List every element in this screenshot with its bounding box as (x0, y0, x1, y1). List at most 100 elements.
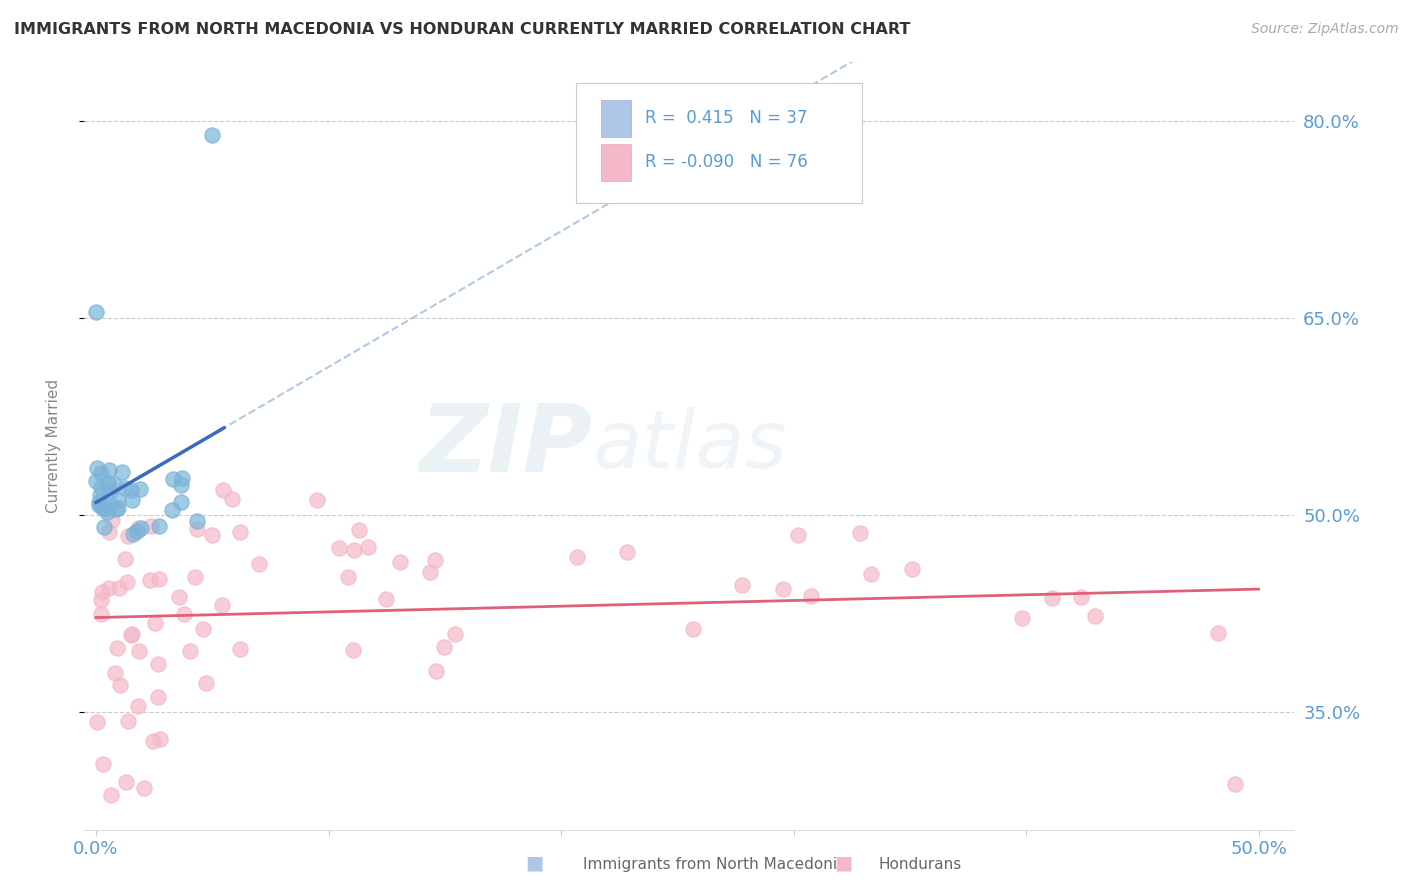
Point (201, 128, 224, 142)
Point (172, 471, 194, 485)
Point (148, 518, 170, 533)
Point (221, 492, 243, 507)
Text: ■: ■ (834, 854, 853, 872)
Point (121, 626, 143, 640)
Point (173, 607, 195, 621)
Point (87, 498, 110, 512)
Point (96, 500, 118, 515)
Point (90, 607, 112, 621)
Point (731, 578, 754, 592)
Point (104, 666, 127, 681)
Point (901, 562, 924, 576)
Text: atlas: atlas (592, 407, 787, 485)
Point (139, 574, 162, 588)
Point (84, 304, 107, 318)
Point (86, 460, 108, 475)
Point (148, 572, 170, 586)
Text: Hondurans: Hondurans (879, 857, 962, 872)
Point (97, 475, 120, 490)
Point (328, 541, 350, 555)
Point (183, 570, 205, 584)
Point (139, 519, 162, 533)
Point (800, 590, 823, 604)
Point (337, 570, 360, 584)
Point (194, 675, 217, 690)
Point (211, 598, 233, 612)
Point (128, 644, 150, 658)
Point (146, 690, 169, 704)
Point (142, 734, 165, 748)
Point (786, 527, 808, 541)
Point (191, 622, 214, 636)
Point (682, 622, 704, 636)
Point (425, 553, 447, 567)
Text: Immigrants from North Macedonia: Immigrants from North Macedonia (583, 857, 846, 872)
Text: Source: ZipAtlas.com: Source: ZipAtlas.com (1251, 22, 1399, 37)
Point (186, 522, 208, 536)
Y-axis label: Currently Married: Currently Married (46, 379, 60, 513)
Point (1070, 591, 1092, 605)
Point (90, 480, 112, 494)
Point (125, 524, 148, 538)
Point (201, 528, 224, 542)
Point (179, 644, 201, 658)
Point (567, 549, 589, 564)
Point (100, 788, 122, 802)
Point (169, 591, 191, 605)
Point (419, 565, 441, 579)
Point (1084, 609, 1107, 624)
Point (1011, 611, 1033, 625)
Point (162, 472, 184, 486)
Point (115, 574, 138, 589)
Point (143, 616, 166, 631)
Point (170, 478, 193, 492)
Point (1225, 777, 1247, 791)
Point (91, 501, 114, 516)
Point (107, 500, 129, 515)
Point (127, 521, 149, 535)
Point (228, 642, 250, 657)
Point (444, 626, 467, 640)
Point (108, 581, 131, 595)
Point (117, 529, 139, 543)
Point (433, 640, 456, 654)
Point (212, 483, 235, 497)
Point (343, 543, 366, 558)
Point (100, 498, 122, 512)
Point (357, 540, 380, 554)
FancyBboxPatch shape (576, 83, 862, 202)
Point (97, 524, 120, 539)
Point (247, 557, 270, 571)
Point (98, 582, 121, 596)
Point (107, 492, 129, 507)
Point (347, 523, 370, 537)
Text: ■: ■ (524, 854, 544, 872)
Point (425, 664, 447, 678)
Point (86, 714, 108, 729)
Point (89, 495, 111, 509)
Point (229, 525, 252, 540)
Point (772, 582, 794, 596)
Point (93, 757, 115, 772)
Point (103, 477, 125, 491)
Point (162, 503, 184, 517)
Point (90, 466, 112, 480)
Point (90, 593, 112, 607)
Text: R = -0.090   N = 76: R = -0.090 N = 76 (645, 153, 808, 171)
Point (1206, 626, 1229, 640)
FancyBboxPatch shape (600, 100, 631, 136)
Point (120, 628, 142, 642)
Point (169, 495, 191, 509)
Text: IMMIGRANTS FROM NORTH MACEDONIA VS HONDURAN CURRENTLY MARRIED CORRELATION CHART: IMMIGRANTS FROM NORTH MACEDONIA VS HONDU… (14, 22, 911, 37)
Text: ZIP: ZIP (419, 400, 592, 492)
Point (131, 521, 153, 535)
Point (111, 465, 134, 479)
Point (132, 781, 155, 796)
Point (114, 551, 136, 566)
Point (86, 474, 108, 488)
Point (342, 643, 364, 657)
Point (120, 483, 142, 497)
Point (114, 775, 136, 789)
Point (93, 520, 115, 534)
Point (89, 488, 111, 502)
